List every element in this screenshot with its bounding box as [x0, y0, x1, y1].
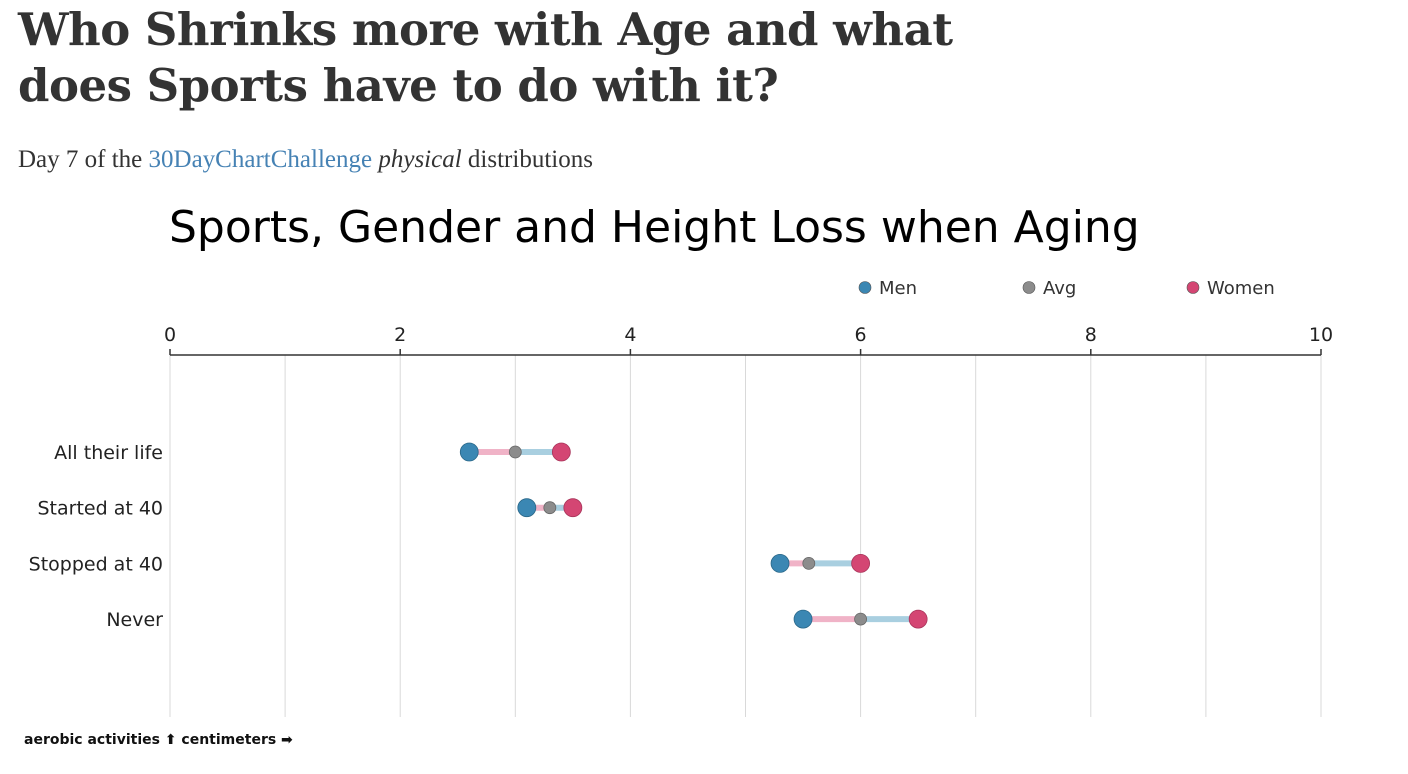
point-avg-started-at-40 [543, 501, 557, 515]
chart-grid [169, 355, 1322, 717]
x-tick-label-0: 0 [164, 324, 176, 346]
x-axis: 0 2 4 6 8 10 [164, 324, 1333, 356]
row-stopped-at-40: Stopped at 40 [29, 553, 870, 575]
category-label-stopped-at-40: Stopped at 40 [29, 553, 163, 575]
subtitle: Day 7 of the 30DayChartChallenge physica… [18, 144, 593, 176]
page-title: Who Shrinks more with Age and what does … [18, 3, 953, 112]
row-all-their-life: All their life [54, 442, 571, 464]
legend-label-men: Men [879, 278, 917, 299]
point-men-stopped-at-40 [770, 553, 790, 573]
subtitle-emphasis: physical [378, 146, 462, 173]
row-started-at-40: Started at 40 [37, 498, 583, 520]
point-men-all-their-life [459, 442, 479, 462]
category-label-started-at-40: Started at 40 [37, 498, 163, 520]
point-women-all-their-life [551, 442, 571, 462]
legend-label-women: Women [1207, 278, 1275, 299]
point-women-started-at-40 [563, 498, 583, 518]
category-label-all-their-life: All their life [54, 442, 163, 464]
x-tick-label-8: 8 [1085, 324, 1097, 346]
x-tick-label-6: 6 [855, 324, 867, 346]
point-men-started-at-40 [517, 498, 537, 518]
challenge-link[interactable]: 30DayChartChallenge [148, 146, 373, 173]
chart-legend: Men Avg Women [858, 278, 1275, 299]
dumbbell-chart: Sports, Gender and Height Loss when Agin… [29, 202, 1333, 717]
x-tick-label-10: 10 [1309, 324, 1333, 346]
legend-swatch-women [1186, 281, 1200, 294]
point-avg-all-their-life [508, 445, 522, 459]
chart-title: Sports, Gender and Height Loss when Agin… [169, 202, 1140, 253]
x-tick-label-4: 4 [624, 324, 636, 346]
category-label-never: Never [106, 609, 163, 631]
point-avg-stopped-at-40 [802, 556, 816, 570]
point-avg-never [854, 612, 867, 626]
point-women-never [908, 609, 928, 629]
x-tick-label-2: 2 [394, 324, 406, 346]
legend-swatch-men [858, 281, 872, 294]
point-men-never [793, 609, 813, 629]
chart-caption: aerobic activities ⬆ centimeters ➡ [24, 732, 293, 748]
chart-rows: All their life Started at 40 Stopped at 40… [29, 442, 928, 631]
legend-swatch-avg [1022, 281, 1036, 294]
subtitle-suffix: distributions [461, 146, 593, 173]
subtitle-prefix: Day 7 of the [18, 146, 149, 173]
point-women-stopped-at-40 [851, 553, 870, 573]
legend-label-avg: Avg [1043, 278, 1076, 299]
row-never: Never [106, 609, 928, 631]
